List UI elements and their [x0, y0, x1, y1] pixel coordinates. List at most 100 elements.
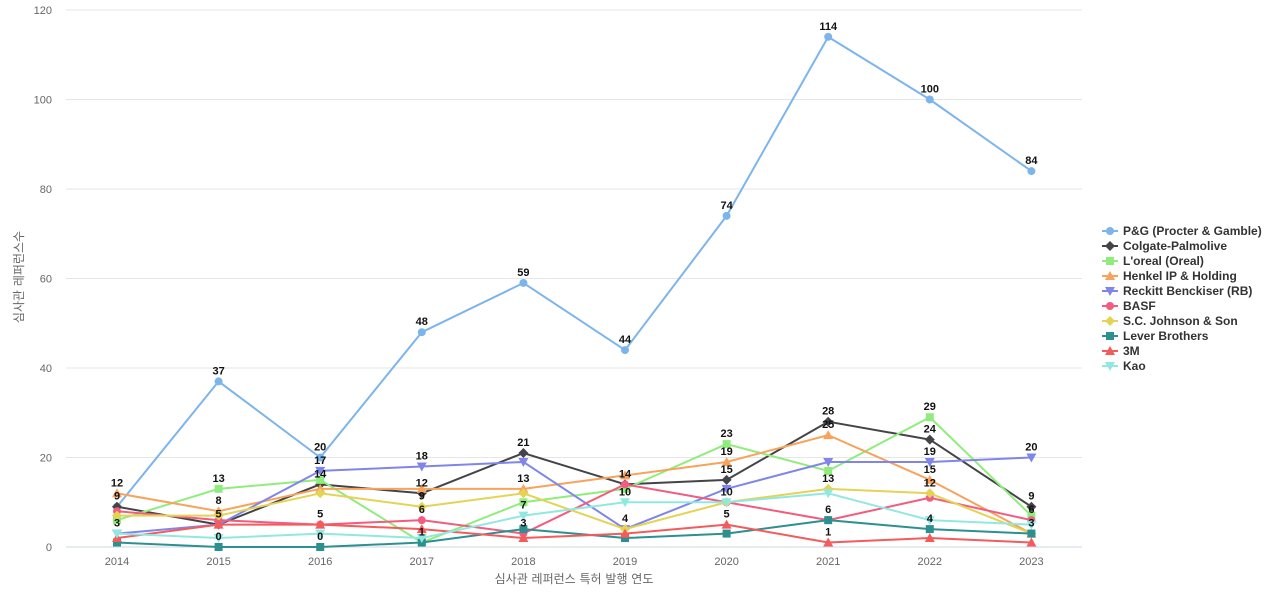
data-point[interactable]: [214, 543, 223, 551]
data-point[interactable]: [722, 440, 731, 449]
x-tick-label: 2022: [918, 556, 942, 568]
data-point[interactable]: [925, 525, 934, 534]
series-line[interactable]: [116, 434, 1032, 535]
data-point[interactable]: [824, 32, 833, 41]
data-point[interactable]: [621, 534, 629, 543]
data-point[interactable]: [721, 519, 732, 529]
legend-label: P&G (Procter & Gamble): [1123, 224, 1262, 238]
data-point[interactable]: [416, 501, 427, 512]
data-point[interactable]: [213, 534, 224, 544]
data-point[interactable]: [924, 457, 935, 467]
data-point[interactable]: [518, 488, 529, 499]
data-label: 8: [216, 495, 222, 507]
y-axis-title: 심사관 레퍼런스수: [12, 231, 26, 323]
data-label: 20: [314, 442, 326, 454]
data-point[interactable]: [518, 457, 529, 467]
data-point[interactable]: [1026, 520, 1037, 530]
data-point[interactable]: [924, 516, 935, 526]
legend-item[interactable]: 3M: [1102, 344, 1140, 358]
data-point[interactable]: [417, 516, 426, 525]
data-point[interactable]: [824, 466, 833, 475]
legend-item[interactable]: S.C. Johnson & Son: [1102, 314, 1238, 328]
data-point[interactable]: [621, 484, 629, 493]
series-line[interactable]: [116, 492, 1032, 540]
data-point[interactable]: [721, 474, 732, 485]
legend-marker: [1105, 316, 1115, 326]
legend-item[interactable]: BASF: [1102, 299, 1156, 313]
data-point[interactable]: [518, 511, 529, 521]
series-line[interactable]: [116, 35, 1032, 508]
data-point[interactable]: [417, 328, 426, 337]
data-point[interactable]: [721, 456, 732, 466]
data-point[interactable]: [315, 519, 326, 529]
data-point[interactable]: [620, 470, 630, 480]
data-point[interactable]: [924, 474, 935, 484]
data-point[interactable]: [519, 498, 528, 507]
data-point[interactable]: [722, 211, 731, 220]
data-point[interactable]: [1027, 511, 1036, 520]
series-line[interactable]: [116, 456, 1032, 535]
data-point[interactable]: [112, 488, 122, 498]
data-point[interactable]: [518, 533, 529, 543]
data-point[interactable]: [824, 516, 833, 525]
data-point[interactable]: [823, 457, 834, 467]
data-point[interactable]: [823, 537, 834, 547]
data-point[interactable]: [113, 538, 121, 547]
legend-label: Lever Brothers: [1123, 329, 1209, 343]
data-point[interactable]: [214, 377, 223, 386]
data-point[interactable]: [518, 448, 529, 459]
series-line[interactable]: [116, 523, 1032, 544]
data-point[interactable]: [1026, 453, 1037, 463]
data-point[interactable]: [519, 278, 528, 287]
data-point[interactable]: [416, 534, 427, 544]
series-line[interactable]: [117, 487, 1032, 535]
data-point[interactable]: [1026, 501, 1037, 512]
data-point[interactable]: [112, 510, 122, 521]
data-point[interactable]: [924, 533, 935, 543]
data-point[interactable]: [213, 519, 224, 529]
legend-item[interactable]: Kao: [1102, 359, 1146, 373]
data-point[interactable]: [213, 510, 224, 521]
data-point[interactable]: [621, 480, 629, 489]
data-point[interactable]: [1026, 537, 1037, 547]
data-point[interactable]: [416, 524, 427, 534]
data-point[interactable]: [722, 529, 731, 538]
data-point[interactable]: [315, 488, 326, 499]
legend[interactable]: P&G (Procter & Gamble)Colgate-PalmoliveL…: [1102, 224, 1262, 373]
data-point[interactable]: [112, 529, 122, 539]
data-point[interactable]: [925, 413, 934, 422]
data-point[interactable]: [621, 346, 629, 355]
data-point[interactable]: [620, 498, 630, 508]
data-point[interactable]: [1027, 529, 1036, 538]
data-label: 19: [720, 446, 732, 458]
data-point[interactable]: [214, 484, 223, 493]
x-tick-label: 2021: [816, 556, 840, 568]
data-point[interactable]: [519, 525, 528, 534]
data-point[interactable]: [1027, 167, 1036, 176]
data-point[interactable]: [416, 483, 427, 493]
data-point[interactable]: [721, 484, 732, 494]
data-point[interactable]: [823, 430, 834, 440]
legend-item[interactable]: Colgate-Palmolive: [1102, 239, 1227, 253]
data-point[interactable]: [721, 498, 732, 508]
data-point[interactable]: [316, 475, 325, 484]
data-point[interactable]: [620, 528, 630, 538]
data-point[interactable]: [316, 453, 325, 462]
series-line[interactable]: [116, 519, 1032, 548]
data-point[interactable]: [924, 488, 935, 499]
legend-item[interactable]: Reckitt Benckiser (RB): [1102, 284, 1252, 298]
data-point[interactable]: [315, 466, 326, 476]
data-point[interactable]: [925, 95, 934, 104]
legend-item[interactable]: Henkel IP & Holding: [1102, 269, 1237, 283]
data-label: 3: [520, 518, 526, 530]
data-point[interactable]: [316, 543, 325, 551]
data-point[interactable]: [315, 529, 326, 539]
legend-item[interactable]: L'oreal (Oreal): [1102, 254, 1204, 268]
legend-item[interactable]: P&G (Procter & Gamble): [1102, 224, 1262, 238]
legend-item[interactable]: Lever Brothers: [1102, 329, 1209, 343]
data-point[interactable]: [924, 434, 935, 445]
data-point[interactable]: [823, 489, 834, 499]
data-point[interactable]: [823, 416, 834, 427]
data-point[interactable]: [416, 462, 427, 472]
